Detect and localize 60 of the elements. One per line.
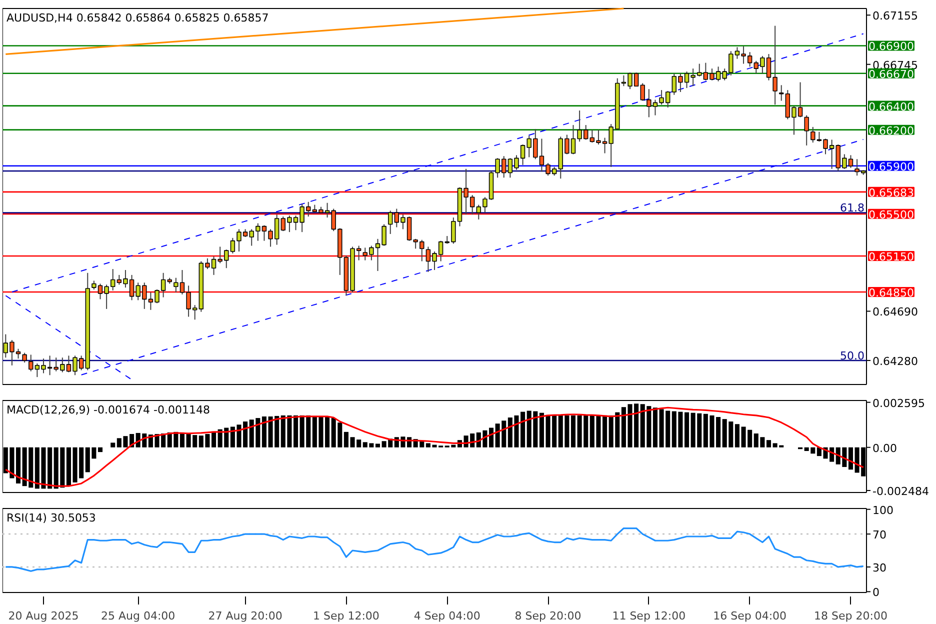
ref-line-label: 0.64850 (868, 286, 914, 300)
y-tick-label: -0.002484 (872, 484, 929, 498)
x-tick-label: 4 Sep 04:00 (414, 610, 480, 622)
ref-line-label: 0.66900 (868, 40, 914, 54)
x-tick-label: 27 Aug 20:00 (208, 610, 282, 622)
candlestick (810, 126, 816, 144)
ref-line-label: 0.65150 (868, 250, 914, 264)
x-tick-label: 16 Sep 04:00 (713, 610, 787, 622)
chart-title: AUDUSD,H4 0.65842 0.65864 0.65825 0.65857 (6, 12, 269, 24)
x-tick-label: 18 Sep 20:00 (814, 610, 888, 622)
chart-title: MACD(12,26,9) -0.001674 -0.001148 (6, 404, 210, 416)
candlestick (804, 114, 809, 146)
x-tick-label: 11 Sep 12:00 (612, 610, 686, 622)
bar (16, 447, 21, 484)
y-tick-label: 70 (872, 528, 886, 542)
bar (734, 424, 740, 448)
y-tick-label: 100 (872, 504, 894, 517)
bar (766, 440, 772, 448)
candlestick (388, 210, 393, 234)
bar (488, 428, 494, 448)
bar (262, 416, 266, 448)
bar (652, 408, 658, 448)
annotation: 50.0 (840, 349, 865, 362)
y-tick-label: 0.64690 (872, 306, 918, 319)
bar (98, 447, 103, 452)
candlestick (22, 352, 27, 364)
x-tick-label: 8 Sep 20:00 (514, 610, 582, 622)
candlestick (160, 272, 166, 298)
bar (66, 447, 71, 486)
ref-line-label: 0.65500 (868, 208, 914, 222)
line-series (4, 527, 864, 572)
ref-line-label: 0.66200 (868, 124, 914, 138)
y-tick-label: 0.67155 (872, 10, 918, 23)
bar (293, 415, 298, 448)
y-tick-label: 0.002595 (872, 396, 925, 410)
y-tick-label: 0.64280 (872, 354, 918, 368)
y-tick-label: 0.00 (872, 442, 897, 455)
x-tick-label: 25 Aug 04:00 (101, 610, 176, 622)
bar (602, 415, 608, 448)
bar (848, 447, 854, 470)
bar (110, 442, 116, 448)
candlestick (470, 194, 475, 216)
candlestick (28, 354, 34, 372)
ref-line-label: 0.66400 (868, 100, 914, 114)
annotation: 61.8 (840, 202, 865, 215)
ref-line-label: 0.66670 (868, 68, 914, 81)
line-series (4, 406, 864, 487)
ref-line-label: 0.65683 (868, 186, 914, 200)
candlestick (779, 84, 784, 102)
x-tick-label: 1 Sep 12:00 (312, 610, 380, 622)
bar (212, 431, 216, 448)
x-tick-label: 20 Aug 2025 (8, 610, 79, 622)
y-tick-label: 30 (872, 561, 886, 574)
bar (375, 444, 380, 448)
ref-line-label: 0.65900 (868, 160, 914, 174)
bar (684, 412, 690, 448)
y-tick-label: 0 (872, 586, 880, 600)
bar (570, 415, 576, 448)
chart-title: RSI(14) 30.5053 (6, 512, 96, 524)
candlestick (772, 25, 778, 106)
